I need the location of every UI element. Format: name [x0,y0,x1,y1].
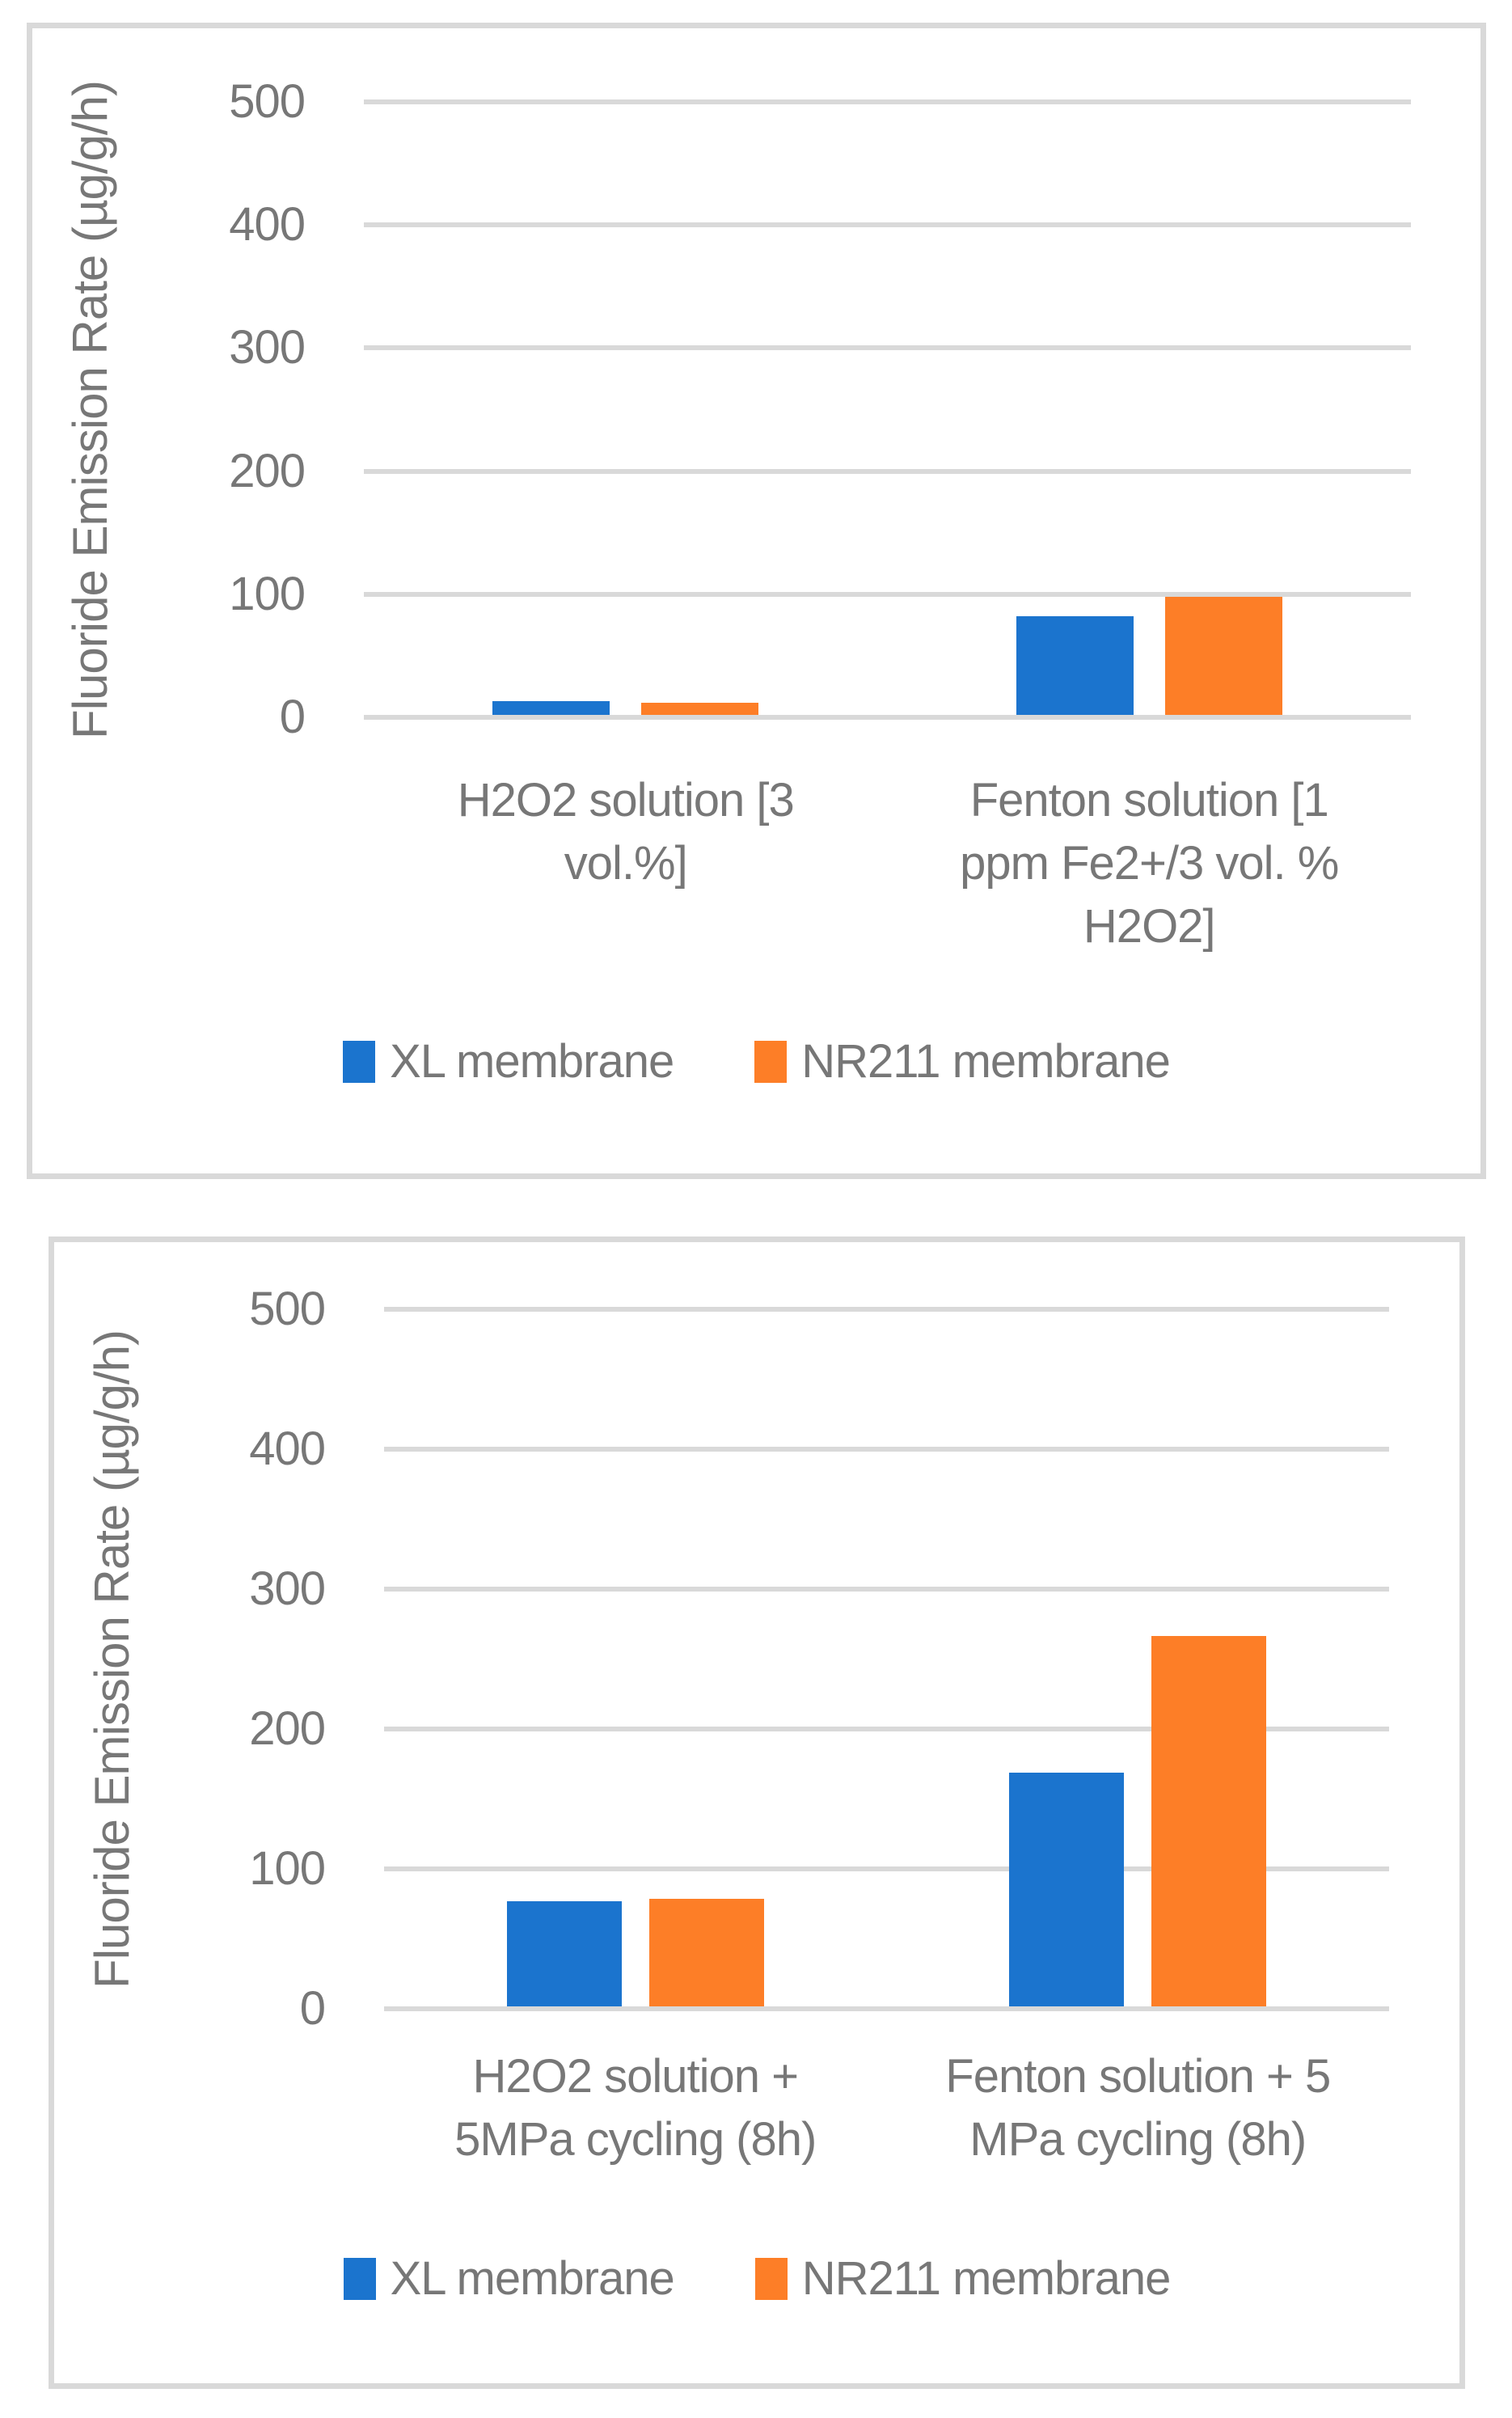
y-axis-title: Fluoride Emission Rate (µg/g/h) [85,1329,139,1989]
legend-label-nr211-membrane: NR211 membrane [801,1035,1171,1088]
bar-nr211-membrane-h2o2-solution-3-vo [641,702,759,715]
gridline-100 [364,591,1411,597]
y-axis-tick-400: 400 [249,1422,326,1475]
legend-label-nr211-membrane: NR211 membrane [801,2252,1172,2305]
legend-label-xl-membrane: XL membrane [390,2252,675,2305]
gridline-300 [384,1587,1389,1592]
chart-legend: XL membrane NR211 membrane [54,2255,1459,2302]
gridline-400 [384,1447,1389,1452]
y-axis-tick-0: 0 [299,1982,326,2035]
legend-swatch-nr211-membrane [754,2258,788,2300]
gridline-100 [384,1866,1389,1871]
y-axis-tick-100: 100 [229,567,306,620]
gridline-200 [384,1727,1389,1731]
gridline-0 [364,715,1411,720]
bar-nr211-membrane-fenton-solution-1- [1164,596,1282,715]
chart-panel-bottom: 0 100 200 300 400 500 Fluoride Emission Rate (… [49,1236,1465,2389]
legend-swatch-xl-membrane [343,2258,376,2300]
bar-nr211-membrane-fenton-solution-5- [1151,1635,1267,2006]
y-axis-tick-100: 100 [249,1842,326,1895]
y-axis-tick-300: 300 [229,321,306,374]
category-label-1: Fenton solution [1 ppm Fe2+/3 vol. % H2O… [960,774,1339,953]
y-axis-tick-500: 500 [229,75,306,128]
legend-swatch-xl-membrane [343,1041,376,1083]
bar-nr211-membrane-h2o2-solution-5mpa [648,1898,764,2006]
y-axis-tick-0: 0 [279,691,306,743]
gridline-400 [364,222,1411,228]
category-label-0: H2O2 solution + 5MPa cycling (8h) [454,2050,817,2166]
legend-label-xl-membrane: XL membrane [390,1035,674,1088]
chart-panel-top: 0 100 200 300 400 500 Fluoride Emission Rate (… [27,23,1486,1179]
bar-xl-membrane-h2o2-solution-3-vo [492,701,610,715]
legend-item-xl-membrane: XL membrane [343,2252,675,2305]
gridline-300 [364,345,1411,351]
legend-item-xl-membrane: XL membrane [343,1038,674,1085]
chart-legend: XL membrane NR211 membrane [32,1038,1480,1085]
y-axis-tick-500: 500 [249,1283,326,1335]
y-axis-tick-400: 400 [229,198,306,252]
gridline-500 [364,99,1411,104]
y-axis-tick-200: 200 [229,444,306,497]
gridline-0 [384,2006,1389,2011]
legend-swatch-nr211-membrane [754,1041,788,1083]
gridline-500 [384,1307,1389,1312]
category-label-1: Fenton solution + 5 MPa cycling (8h) [945,2050,1331,2166]
gridline-200 [364,468,1411,474]
bar-xl-membrane-h2o2-solution-5mpa [506,1901,622,2006]
legend-item-nr211-membrane: NR211 membrane [754,2252,1172,2305]
y-axis-title: Fluoride Emission Rate (µg/g/h) [63,80,117,739]
legend-item-nr211-membrane: NR211 membrane [754,1035,1171,1088]
y-axis-tick-200: 200 [249,1702,326,1755]
bar-xl-membrane-fenton-solution-1- [1016,616,1134,715]
bar-xl-membrane-fenton-solution-5- [1009,1773,1125,2006]
y-axis-tick-300: 300 [249,1562,326,1615]
category-label-0: H2O2 solution [3 vol.%] [457,774,795,890]
